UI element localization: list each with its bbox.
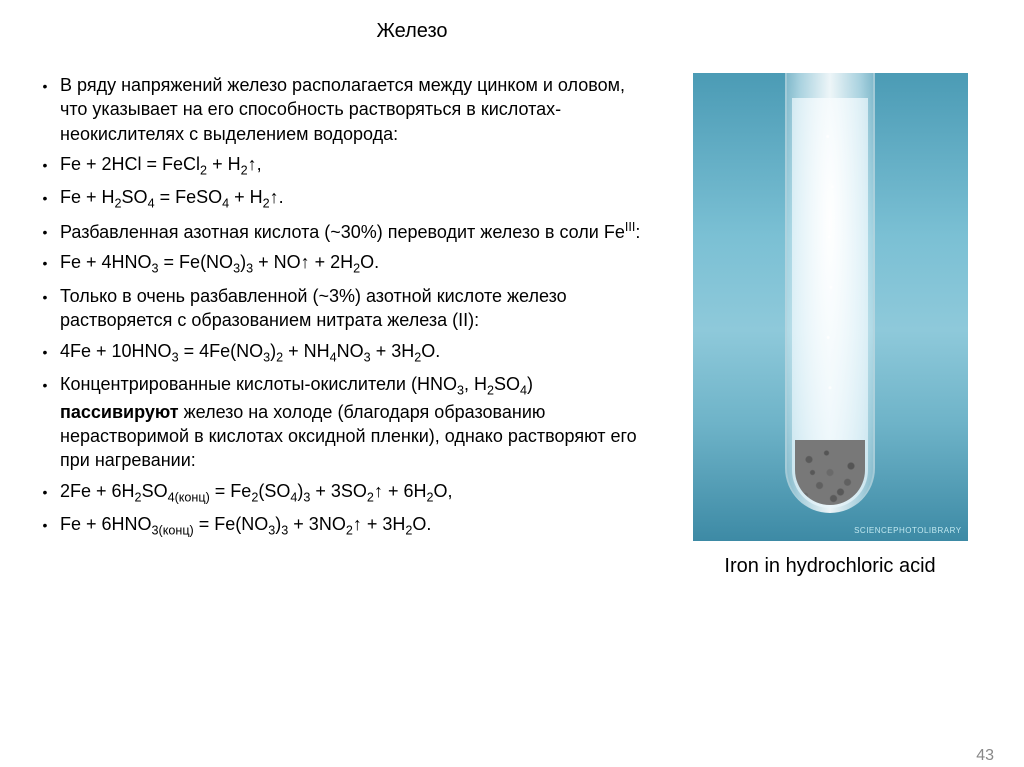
bullet-text: Fe + H2SO4 = FeSO4 + H2↑. (60, 185, 646, 213)
photo-watermark: SCIENCEPHOTOLIBRARY (854, 526, 961, 535)
bullet-dot: • (30, 284, 60, 333)
page-number: 43 (976, 747, 994, 765)
bullet-dot: • (30, 185, 60, 213)
bullet-dot: • (30, 372, 60, 472)
bullet-list: •В ряду напряжений железо располагается … (30, 73, 646, 540)
bullet-text: 2Fe + 6H2SO4(конц) = Fe2(SO4)3 + 3SO2↑ +… (60, 479, 646, 507)
bullet-dot: • (30, 479, 60, 507)
photo-caption: Iron in hydrochloric acid (666, 555, 994, 578)
bullet-text: Только в очень разбавленной (~3%) азотно… (60, 284, 646, 333)
bullet-text: Разбавленная азотная кислота (~30%) пере… (60, 219, 646, 244)
image-column: SCIENCEPHOTOLIBRARY Iron in hydrochloric… (666, 73, 994, 578)
list-item: •Разбавленная азотная кислота (~30%) пер… (30, 219, 646, 244)
content-row: •В ряду напряжений железо располагается … (30, 73, 994, 578)
list-item: •2Fe + 6H2SO4(конц) = Fe2(SO4)3 + 3SO2↑ … (30, 479, 646, 507)
bullet-text: Fe + 4HNO3 = Fe(NO3)3 + NO↑ + 2H2O. (60, 250, 646, 278)
bullet-dot: • (30, 219, 60, 244)
list-item: •Fe + 2HCl = FeCl2 + H2↑, (30, 152, 646, 180)
experiment-photo: SCIENCEPHOTOLIBRARY (693, 73, 968, 541)
list-item: •Fe + 6HNO3(конц) = Fe(NO3)3 + 3NO2↑ + 3… (30, 512, 646, 540)
list-item: •Концентрированные кислоты-окислители (H… (30, 372, 646, 472)
list-item: •Только в очень разбавленной (~3%) азотн… (30, 284, 646, 333)
list-item: •Fe + 4HNO3 = Fe(NO3)3 + NO↑ + 2H2O. (30, 250, 646, 278)
text-column: •В ряду напряжений железо располагается … (30, 73, 646, 578)
bullet-text: В ряду напряжений железо располагается м… (60, 73, 646, 146)
list-item: •4Fe + 10HNO3 = 4Fe(NO3)2 + NH4NO3 + 3H2… (30, 339, 646, 367)
bubbles (807, 103, 853, 438)
list-item: •Fe + H2SO4 = FeSO4 + H2↑. (30, 185, 646, 213)
test-tube (785, 73, 875, 513)
bullet-dot: • (30, 73, 60, 146)
slide-title: Железо (0, 20, 994, 43)
bullet-text: Fe + 6HNO3(конц) = Fe(NO3)3 + 3NO2↑ + 3H… (60, 512, 646, 540)
list-item: •В ряду напряжений железо располагается … (30, 73, 646, 146)
bullet-text: Fe + 2HCl = FeCl2 + H2↑, (60, 152, 646, 180)
bullet-dot: • (30, 152, 60, 180)
bullet-dot: • (30, 339, 60, 367)
bullet-text: 4Fe + 10HNO3 = 4Fe(NO3)2 + NH4NO3 + 3H2O… (60, 339, 646, 367)
bullet-dot: • (30, 250, 60, 278)
bullet-text: Концентрированные кислоты-окислители (HN… (60, 372, 646, 472)
bullet-dot: • (30, 512, 60, 540)
